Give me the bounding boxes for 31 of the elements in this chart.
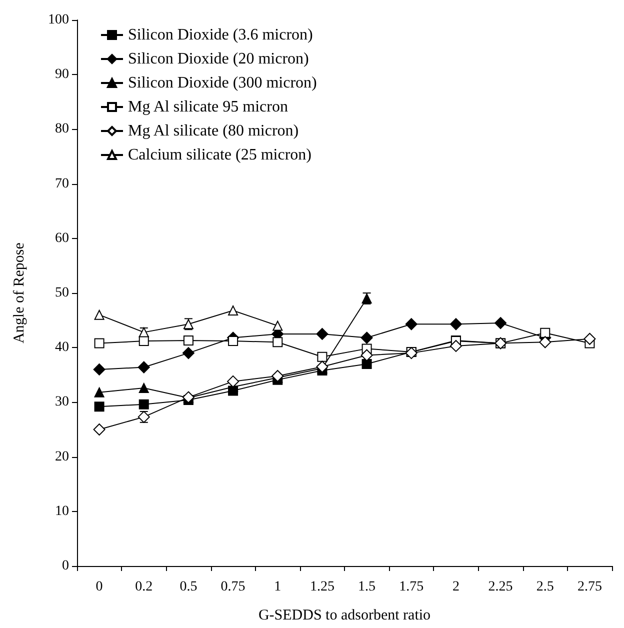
x-tick-label: 1.5 (358, 580, 376, 594)
y-tick-label: 90 (55, 67, 69, 82)
x-tick-label: 2.5 (536, 580, 554, 594)
x-tick-label: 2.25 (488, 580, 513, 594)
y-tick-label: 100 (48, 12, 69, 28)
y-tick-label: 0 (62, 558, 69, 574)
legend-label: Silicon Dioxide (300 micron) (128, 74, 317, 92)
x-tick-label: 0.75 (220, 580, 246, 594)
legend-label: Mg Al silicate (80 micron) (128, 122, 299, 140)
y-tick-label: 40 (55, 340, 69, 356)
legend-label: Silicon Dioxide (3.6 micron) (128, 26, 313, 44)
legend-label: Silicon Dioxide (20 micron) (128, 50, 309, 68)
y-tick-label: 70 (55, 176, 69, 192)
y-tick-label: 60 (55, 230, 69, 246)
legend-label: Mg Al silicate 95 micron (128, 98, 288, 116)
x-tick-label: 0 (96, 580, 103, 594)
y-tick-label: 20 (55, 449, 69, 464)
x-tick-label: 1.25 (310, 580, 334, 594)
y-tick-label: 80 (55, 122, 69, 137)
x-tick-label: 2.75 (577, 580, 602, 594)
y-tick-label: 50 (55, 286, 69, 300)
y-tick-label: 30 (55, 394, 69, 410)
x-tick-label: 0.5 (180, 580, 198, 594)
x-tick-label: 1.75 (399, 580, 424, 594)
legend-label: Calcium silicate (25 micron) (128, 146, 312, 164)
y-tick-label: 10 (55, 504, 69, 519)
x-tick-label: 2 (452, 580, 460, 594)
x-axis-title: G-SEDDS to adsorbent ratio (258, 608, 431, 624)
y-axis-title: Angle of Repose (12, 242, 28, 344)
x-tick-label: 0.2 (135, 580, 153, 594)
x-tick-label: 1 (274, 580, 282, 594)
